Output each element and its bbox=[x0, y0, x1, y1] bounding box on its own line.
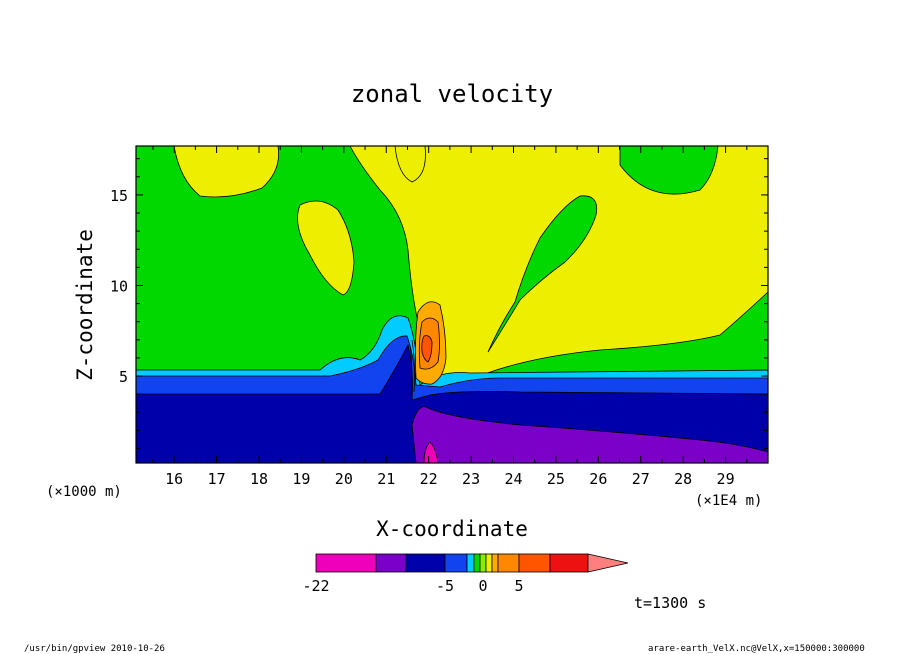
time-label: t=1300 s bbox=[634, 594, 706, 612]
x-tick-label: 26 bbox=[589, 470, 607, 488]
contour-field bbox=[136, 146, 768, 463]
y-axis-title: Z-coordinate bbox=[73, 229, 97, 381]
colorbar-labels: -22 -5 0 5 bbox=[302, 577, 523, 595]
region-yellow-topleft bbox=[173, 146, 280, 198]
y-axis: 5 10 15 bbox=[110, 158, 768, 450]
x-tick-label: 28 bbox=[674, 470, 692, 488]
x-unit-left-label: (×1000 m) bbox=[46, 484, 122, 500]
colorbar-segment bbox=[518, 553, 551, 573]
x-tick-label: 27 bbox=[632, 470, 650, 488]
x-tick-label: 21 bbox=[377, 470, 395, 488]
colorbar-segment bbox=[479, 553, 487, 573]
y-tick-label: 5 bbox=[119, 368, 128, 386]
region-yellow-small bbox=[394, 146, 426, 183]
colorbar-segment bbox=[549, 553, 589, 573]
colorbar-tick-label: -5 bbox=[436, 577, 454, 595]
colorbar-segment bbox=[491, 553, 499, 573]
x-axis: 16 17 18 19 20 21 22 23 24 25 26 27 28 29 bbox=[152, 146, 748, 488]
region-yellow-lobe bbox=[297, 200, 355, 296]
x-tick-label: 18 bbox=[250, 470, 268, 488]
region-purple bbox=[411, 406, 768, 463]
plot-frame bbox=[135, 145, 769, 464]
x-tick-label: 22 bbox=[420, 470, 438, 488]
contour-line-2 bbox=[409, 344, 413, 401]
x-tick-label: 25 bbox=[547, 470, 565, 488]
x-unit-right-label: (×1E4 m) bbox=[695, 493, 762, 509]
x-axis-title: X-coordinate bbox=[376, 517, 528, 541]
y-tick-label: 10 bbox=[110, 277, 128, 295]
colorbar-segment bbox=[473, 553, 481, 573]
colorbar bbox=[315, 553, 629, 573]
x-tick-label: 16 bbox=[165, 470, 183, 488]
x-tick-label: 24 bbox=[504, 470, 522, 488]
y-tick-label: 15 bbox=[110, 187, 128, 205]
colorbar-segment bbox=[485, 553, 493, 573]
footer-left: /usr/bin/gpview 2010-10-26 bbox=[24, 644, 165, 654]
colorbar-tick-label: -22 bbox=[302, 577, 329, 595]
x-tick-label: 19 bbox=[292, 470, 310, 488]
colorbar-segment bbox=[497, 553, 520, 573]
region-red-orange-core bbox=[421, 335, 433, 363]
x-tick-label: 17 bbox=[208, 470, 226, 488]
region-green-spur bbox=[487, 195, 598, 353]
colorbar-tick-label: 0 bbox=[478, 577, 487, 595]
x-tick-label: 29 bbox=[717, 470, 735, 488]
region-magenta bbox=[423, 441, 439, 463]
colorbar-segment bbox=[466, 553, 475, 573]
x-tick-label: 23 bbox=[462, 470, 480, 488]
colorbar-overflow-arrow bbox=[587, 553, 629, 573]
colorbar-segment bbox=[405, 553, 446, 573]
contour-line-1 bbox=[411, 339, 416, 393]
colorbar-tick-label: 5 bbox=[514, 577, 523, 595]
colorbar-segment bbox=[444, 553, 468, 573]
x-tick-label: 20 bbox=[335, 470, 353, 488]
colorbar-segment bbox=[375, 553, 407, 573]
chart-title: zonal velocity bbox=[351, 80, 553, 108]
footer-right: arare-earth_VelX.nc@VelX,x=150000:300000 bbox=[648, 644, 865, 654]
colorbar-segment bbox=[315, 553, 377, 573]
